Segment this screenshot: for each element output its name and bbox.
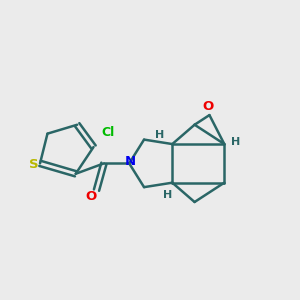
Text: S: S <box>29 158 38 171</box>
Text: H: H <box>163 190 172 200</box>
Text: O: O <box>85 190 97 203</box>
Text: N: N <box>125 155 136 168</box>
Text: Cl: Cl <box>102 126 115 139</box>
Text: O: O <box>202 100 214 113</box>
Text: H: H <box>155 130 164 140</box>
Text: H: H <box>231 137 240 147</box>
